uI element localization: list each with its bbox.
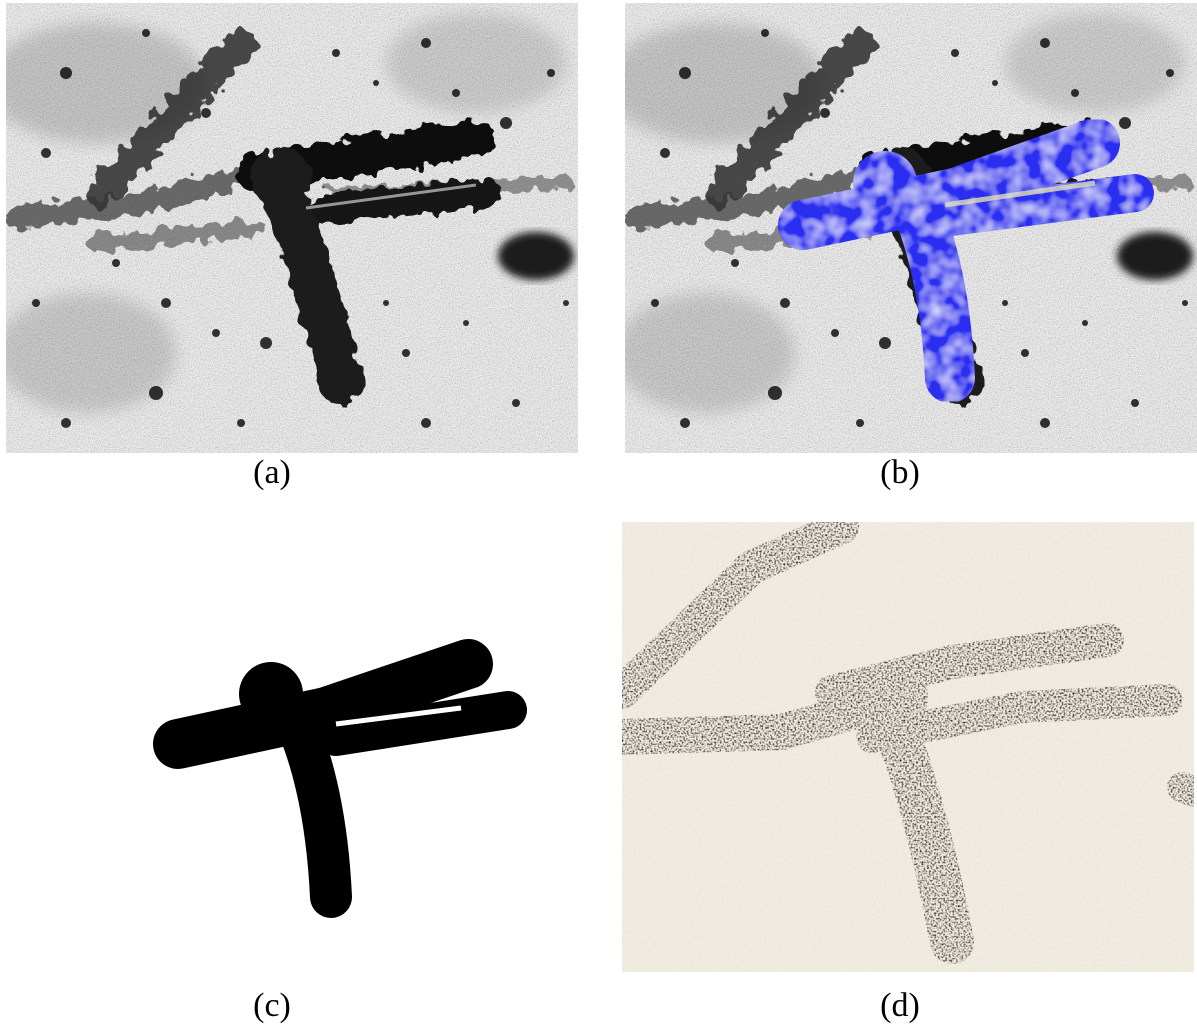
caption-d: (d) xyxy=(880,987,920,1024)
caption-c: (c) xyxy=(253,987,291,1024)
stone-rubbing-image xyxy=(6,3,578,453)
panel-c-binary-mask xyxy=(6,522,578,972)
panel-b-masked-rubbing xyxy=(625,3,1197,453)
printed-character-image xyxy=(622,522,1194,972)
caption-a: (a) xyxy=(253,454,291,491)
masked-stone-image xyxy=(625,3,1197,453)
binary-mask-image xyxy=(6,522,578,972)
panel-a-original-rubbing xyxy=(6,3,578,453)
panel-d-printed-reference xyxy=(622,522,1194,972)
caption-b: (b) xyxy=(880,454,920,491)
blue-mask-overlay xyxy=(778,118,1154,403)
